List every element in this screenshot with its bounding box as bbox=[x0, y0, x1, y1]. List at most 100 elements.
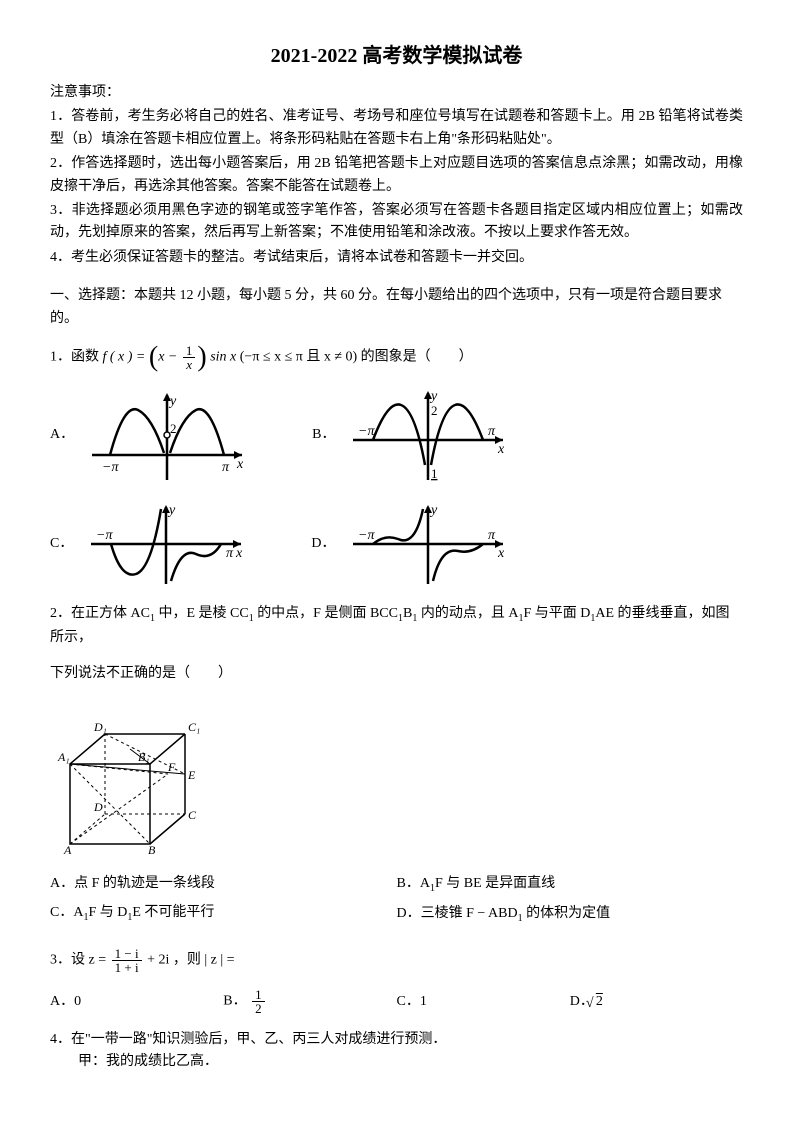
t: E 不可能平行 bbox=[132, 905, 214, 920]
q1-domain: (−π ≤ x ≤ π 且 x ≠ 0) 的图象是（ ） bbox=[240, 350, 473, 365]
svg-text:−π: −π bbox=[358, 424, 375, 439]
t: B． bbox=[223, 994, 246, 1009]
svg-text:A₁: A₁ bbox=[57, 750, 70, 764]
svg-text:x: x bbox=[236, 457, 244, 472]
t: B bbox=[403, 606, 412, 621]
svg-text:F: F bbox=[167, 760, 176, 774]
svg-text:x: x bbox=[235, 546, 243, 561]
q1-option-c: C． y x −π π bbox=[50, 499, 251, 589]
t: F 与 BE 是异面直线 bbox=[435, 876, 555, 891]
instruction-line: 3．非选择题必须用黑色字迹的钢笔或签字笔作答，答案必须写在答题卡各题目指定区域内… bbox=[50, 200, 743, 245]
q2-option-a: A．点 F 的轨迹是一条线段 bbox=[50, 873, 397, 895]
t: C．A bbox=[50, 905, 83, 920]
q3-fraction: 1 − i1 + i bbox=[112, 947, 142, 974]
paren-right-icon: ) bbox=[197, 341, 206, 372]
t: 的中点，F 是侧面 BCC bbox=[254, 606, 398, 621]
svg-text:π: π bbox=[488, 528, 496, 543]
question-3: 3．设 z = 1 − i1 + i + 2i ，则 | z | = A．0 B… bbox=[50, 947, 743, 1015]
svg-text:2: 2 bbox=[170, 421, 177, 436]
section-heading: 一、选择题：本题共 12 小题，每小题 5 分，共 60 分。在每小题给出的四个… bbox=[50, 285, 743, 330]
frac-den: 1 + i bbox=[112, 961, 142, 974]
question-1: 1．函数 f ( x ) = (x − 1x) sin x (−π ≤ x ≤ … bbox=[50, 344, 743, 589]
svg-text:x: x bbox=[497, 546, 505, 561]
svg-text:C₁: C₁ bbox=[188, 720, 200, 734]
svg-text:−π: −π bbox=[96, 528, 113, 543]
svg-text:x: x bbox=[497, 442, 505, 457]
t: 中，E 是棱 CC bbox=[155, 606, 249, 621]
frac-den: 2 bbox=[252, 1002, 265, 1015]
q3-option-a: A．0 bbox=[50, 991, 223, 1013]
q1-prefix: 1．函数 bbox=[50, 350, 99, 365]
frac-den: x bbox=[183, 358, 196, 371]
instruction-line: 4．考生必须保证答题卡的整洁。考试结束后，请将本试卷和答题卡一并交回。 bbox=[50, 247, 743, 269]
svg-text:−π: −π bbox=[358, 528, 375, 543]
svg-text:B₁: B₁ bbox=[138, 750, 150, 764]
q3-option-c: C．1 bbox=[397, 991, 570, 1013]
q4-line1: 4．在"一带一路"知识测验后，甲、乙、丙三人对成绩进行预测． bbox=[50, 1029, 743, 1051]
svg-text:−π: −π bbox=[102, 460, 119, 475]
t: 3．设 z = bbox=[50, 953, 106, 968]
paren-left-icon: ( bbox=[149, 341, 158, 372]
q3-option-b: B． 12 bbox=[223, 988, 396, 1015]
q1-option-d: D． y x −π π bbox=[311, 499, 513, 589]
svg-text:1: 1 bbox=[431, 466, 438, 481]
question-2: 2．在正方体 AC1 中，E 是棱 CC1 的中点，F 是侧面 BCC1B1 内… bbox=[50, 603, 743, 933]
instructions-heading: 注意事项： bbox=[50, 82, 743, 104]
q4-line2: 甲：我的成绩比乙高． bbox=[50, 1051, 743, 1073]
instruction-line: 2．作答选择题时，选出每小题答案后，用 2B 铅笔把答题卡上对应题目选项的答案信… bbox=[50, 153, 743, 198]
page-title: 2021-2022 高考数学模拟试卷 bbox=[50, 40, 743, 72]
t: B．A bbox=[397, 876, 430, 891]
svg-text:2: 2 bbox=[431, 403, 438, 418]
fraction: 12 bbox=[252, 988, 265, 1015]
q1-stem: 1．函数 f ( x ) = (x − 1x) sin x (−π ≤ x ≤ … bbox=[50, 344, 743, 371]
frac-num: 1 bbox=[183, 344, 196, 358]
q1-xminus: x − bbox=[158, 350, 177, 365]
frac-num: 1 bbox=[252, 988, 265, 1002]
graph-d-icon: y x −π π bbox=[343, 499, 513, 589]
cube-icon: A B C D A₁ B₁ C₁ D₁ E F bbox=[50, 699, 210, 859]
question-4: 4．在"一带一路"知识测验后，甲、乙、丙三人对成绩进行预测． 甲：我的成绩比乙高… bbox=[50, 1029, 743, 1074]
t: 2．在正方体 AC bbox=[50, 606, 150, 621]
q2-line2: 下列说法不正确的是（ ） bbox=[50, 663, 743, 685]
t: + 2i ，则 | z | = bbox=[147, 953, 235, 968]
svg-text:π: π bbox=[226, 546, 234, 561]
q3-options: A．0 B． 12 C．1 D．√2 bbox=[50, 988, 743, 1015]
svg-text:D₁: D₁ bbox=[93, 720, 107, 734]
t: 内的动点，且 A bbox=[417, 606, 518, 621]
svg-text:π: π bbox=[488, 424, 496, 439]
instruction-line: 1．答卷前，考生务必将自己的姓名、准考证号、考场号和座位号填写在试题卷和答题卡上… bbox=[50, 106, 743, 151]
frac-num: 1 − i bbox=[112, 947, 142, 961]
t: F 与 D bbox=[88, 905, 127, 920]
svg-text:y: y bbox=[429, 503, 438, 518]
t: D．三棱锥 F − ABD bbox=[397, 906, 518, 921]
q2-stem: 2．在正方体 AC1 中，E 是棱 CC1 的中点，F 是侧面 BCC1B1 内… bbox=[50, 603, 743, 649]
graph-c-icon: y x −π π bbox=[81, 499, 251, 589]
svg-text:B: B bbox=[148, 843, 156, 857]
q1-option-a: A． y x −π π 2 bbox=[50, 385, 252, 485]
q3-stem: 3．设 z = 1 − i1 + i + 2i ，则 | z | = bbox=[50, 947, 743, 974]
q2-options: A．点 F 的轨迹是一条线段 C．A1F 与 D1E 不可能平行 B．A1F 与… bbox=[50, 867, 743, 933]
svg-text:π: π bbox=[222, 460, 230, 475]
svg-text:y: y bbox=[167, 503, 176, 518]
svg-text:D: D bbox=[93, 800, 103, 814]
option-label: B． bbox=[312, 424, 335, 446]
svg-text:y: y bbox=[429, 389, 438, 404]
q3-option-d: D．√2 bbox=[570, 991, 743, 1013]
svg-text:y: y bbox=[168, 394, 177, 409]
q1-f: f ( x ) = bbox=[103, 350, 146, 365]
instructions-block: 注意事项： 1．答卷前，考生务必将自己的姓名、准考证号、考场号和座位号填写在试题… bbox=[50, 82, 743, 269]
option-label: C． bbox=[50, 533, 73, 555]
q2-option-c: C．A1F 与 D1E 不可能平行 bbox=[50, 902, 397, 926]
svg-text:A: A bbox=[63, 843, 72, 857]
q2-cube-figure: A B C D A₁ B₁ C₁ D₁ E F bbox=[50, 699, 743, 859]
t: 的体积为定值 bbox=[523, 906, 611, 921]
q1-option-b: B． y x −π π 2 1 bbox=[312, 385, 513, 485]
sqrt-val: 2 bbox=[594, 994, 603, 1009]
graph-b-icon: y x −π π 2 1 bbox=[343, 385, 513, 485]
t: F 与平面 D bbox=[523, 606, 590, 621]
option-label: D． bbox=[311, 533, 335, 555]
svg-text:E: E bbox=[187, 768, 196, 782]
q2-option-b: B．A1F 与 BE 是异面直线 bbox=[397, 873, 744, 897]
graph-a-icon: y x −π π 2 bbox=[82, 385, 252, 485]
option-label: A． bbox=[50, 424, 74, 446]
